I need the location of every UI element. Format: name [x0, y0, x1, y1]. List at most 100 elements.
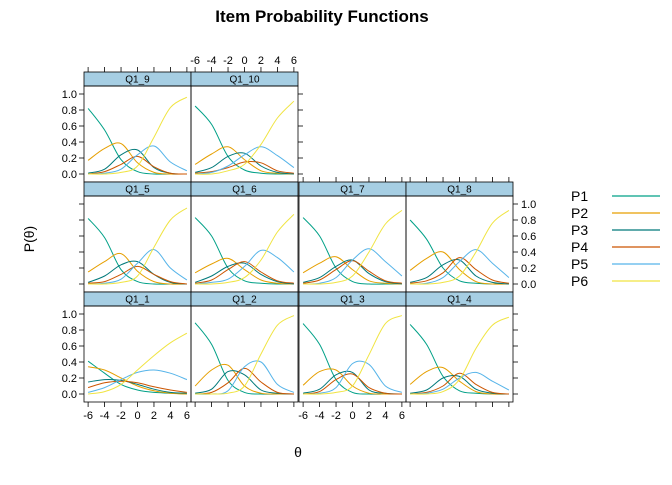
series-line-p2: [409, 366, 509, 395]
x-tick-label: -2: [116, 410, 126, 422]
series-line-p6: [195, 100, 295, 175]
series-line-p6: [410, 209, 510, 285]
y-tick-label: 1.0: [62, 89, 77, 101]
x-tick-label: -4: [207, 55, 217, 67]
y-tick-label: 0.6: [62, 341, 77, 353]
series-line-p4: [87, 380, 187, 393]
x-tick-label: 0: [134, 410, 140, 422]
series-line-p5: [195, 146, 295, 175]
y-tick-label: 0.0: [62, 169, 77, 181]
series-line-p1: [194, 105, 294, 175]
y-tick-label: 0.8: [62, 325, 77, 337]
panel-frame: [298, 195, 407, 293]
panel-frame: [190, 85, 299, 183]
series-line-p1: [87, 108, 187, 175]
axes-group: -6 -4 -2 0 2 4 6 -6 -4 -2 0 2 4 6-6 -4 -2 0 2 4 60.00.20.40…: [62, 55, 537, 422]
panel-strip-label: Q1_3: [340, 295, 365, 306]
x-tick-label: -6: [83, 410, 93, 422]
x-tick-label: 0: [241, 55, 247, 67]
series-line-p6: [88, 96, 188, 175]
legend-label-p3: P3: [571, 222, 588, 238]
x-tick-label: 2: [151, 410, 157, 422]
y-tick-label: 0.4: [62, 357, 77, 369]
x-tick-label: 2: [366, 410, 372, 422]
series-line-p1: [194, 217, 294, 285]
series-line-p1: [87, 218, 187, 285]
panel-strip-label: Q1_1: [125, 295, 150, 306]
panel-strip-label: Q1_7: [340, 185, 365, 196]
series-line-p2: [87, 252, 187, 285]
panel-strip-label: Q1_9: [125, 75, 150, 86]
series-line-p5: [87, 369, 188, 393]
y-tick-label: 1.0: [521, 199, 536, 211]
x-axis-label: θ: [294, 444, 302, 460]
series-line-p4: [410, 372, 509, 395]
y-tick-label: 0.2: [62, 373, 77, 385]
y-tick-label: 0.2: [62, 153, 77, 165]
series-line-p1: [409, 219, 509, 285]
legend-label-p2: P2: [571, 205, 588, 221]
legend-label-p6: P6: [571, 273, 588, 289]
y-axis-label: P(θ): [21, 226, 37, 252]
series-line-p2: [302, 256, 402, 285]
y-tick-label: 0.6: [521, 231, 536, 243]
y-tick-label: 0.0: [62, 389, 77, 401]
x-tick-label: 4: [274, 55, 280, 67]
y-tick-label: 0.2: [521, 263, 536, 275]
x-tick-label: -2: [331, 410, 341, 422]
y-tick-label: 0.6: [62, 121, 77, 133]
x-tick-label: 6: [291, 55, 297, 67]
x-tick-label: 2: [258, 55, 264, 67]
y-tick-label: 0.8: [521, 215, 536, 227]
series-line-p5: [410, 371, 510, 395]
panels-group: Q1_9 Q1_10 Q1_5 Q1_6 Q1_7 Q1_8 Q1_1 Q1_2 Q1_3 Q1_…: [83, 71, 514, 403]
series-line-p3: [410, 374, 509, 395]
series-line-p1: [409, 324, 509, 395]
series-line-p4: [195, 367, 294, 395]
series-line-p5: [303, 360, 403, 395]
series-line-p6: [303, 210, 403, 285]
series-line-p5: [195, 249, 295, 285]
series-line-p4: [303, 260, 402, 284]
series-line-p1: [87, 360, 187, 395]
series-line-p4: [195, 261, 294, 284]
series-line-p1: [302, 217, 402, 285]
series-line-p6: [88, 332, 188, 395]
x-tick-label: 4: [382, 410, 388, 422]
series-line-p3: [194, 370, 294, 395]
x-tick-label: 6: [399, 410, 405, 422]
series-line-p6: [88, 207, 188, 285]
panel-frame: [405, 195, 514, 293]
legend-label-p4: P4: [571, 239, 588, 255]
x-tick-label: -2: [223, 55, 233, 67]
x-tick-label: -6: [298, 410, 308, 422]
series-line-p4: [410, 257, 509, 284]
panel-frame: [83, 85, 192, 183]
series-line-p2: [409, 251, 509, 285]
series-line-p3: [409, 259, 509, 285]
panel-strip-label: Q1_2: [232, 295, 257, 306]
x-tick-label: 4: [167, 410, 173, 422]
series-line-p2: [194, 257, 294, 285]
series-line-p3: [302, 370, 402, 395]
x-tick-label: -6: [190, 55, 200, 67]
y-tick-label: 0.4: [521, 247, 536, 259]
series-line-p5: [88, 249, 188, 285]
series-line-p4: [303, 373, 402, 395]
panel-strip-label: Q1_6: [232, 185, 257, 196]
series-line-p1: [302, 323, 402, 395]
x-tick-label: -4: [315, 410, 325, 422]
legend-label-p1: P1: [571, 188, 588, 204]
series-line-p5: [88, 145, 188, 175]
series-line-p3: [87, 260, 187, 285]
series-line-p6: [195, 315, 295, 395]
series-line-p5: [303, 248, 403, 285]
x-tick-label: 0: [349, 410, 355, 422]
series-line-p2: [88, 366, 187, 395]
series-line-p5: [410, 249, 510, 285]
series-line-p3: [194, 152, 294, 175]
panel-frame: [405, 305, 514, 403]
series-line-p4: [88, 265, 187, 285]
